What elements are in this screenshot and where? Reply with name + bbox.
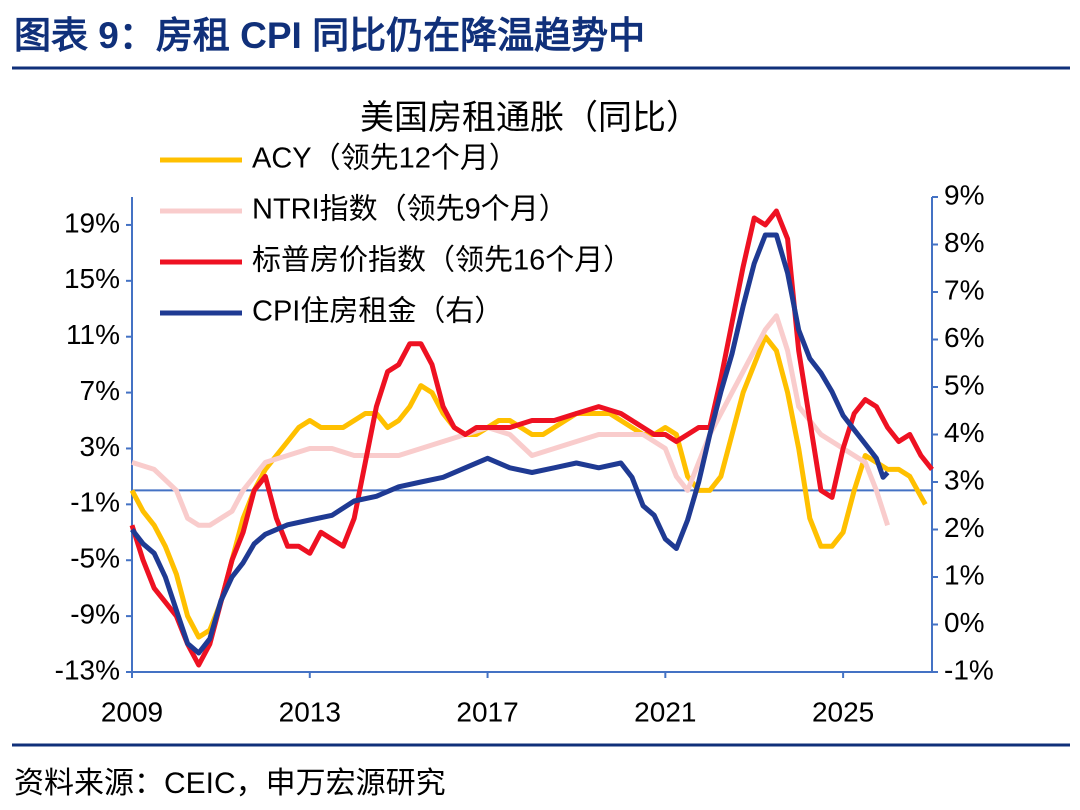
x-tick-label: 2021 [634,696,696,727]
y-tick-label: -9% [70,599,120,630]
legend-label: NTRI指数（领先9个月） [252,193,568,226]
x-tick-label: 2025 [812,696,874,727]
legend-label: CPI住房租金（右） [252,295,503,328]
y2-tick-label: 2% [944,512,984,543]
y2-tick-label: 6% [944,322,984,353]
y2-tick-label: 8% [944,227,984,258]
y2-tick-label: 5% [944,369,984,400]
y-tick-label: -13% [55,654,120,685]
series-line [129,334,928,640]
y-tick-label: 15% [64,263,120,294]
y2-tick-label: 1% [944,559,984,590]
x-tick-label: 2009 [101,696,163,727]
y2-tick-label: 3% [944,464,984,495]
y2-tick-label: -1% [944,654,994,685]
series-line [131,313,890,528]
series-line [130,232,890,656]
legend-label: 标普房价指数（领先16个月） [252,244,632,277]
legend-label: ACY（领先12个月） [252,142,518,175]
x-tick-label: 2013 [279,696,341,727]
y-tick-label: 3% [80,431,120,462]
series-line [129,208,934,668]
header-title: 图表 9：房租 CPI 同比仍在降温趋势中 [14,15,645,56]
chart-title: 美国房租通胀（同比） [360,99,700,137]
source: 资料来源：CEIC，申万宏源研究 [14,767,446,800]
x-tick-label: 2017 [456,696,518,727]
y-tick-label: 19% [64,207,120,238]
y2-tick-label: 0% [944,607,984,638]
y2-tick-label: 4% [944,417,984,448]
y-tick-label: 11% [66,319,120,350]
y-tick-label: 7% [80,375,120,406]
y-tick-label: -5% [70,543,120,574]
y2-tick-label: 7% [944,274,984,305]
y2-tick-label: 9% [944,179,984,210]
y-tick-label: -1% [70,487,120,518]
